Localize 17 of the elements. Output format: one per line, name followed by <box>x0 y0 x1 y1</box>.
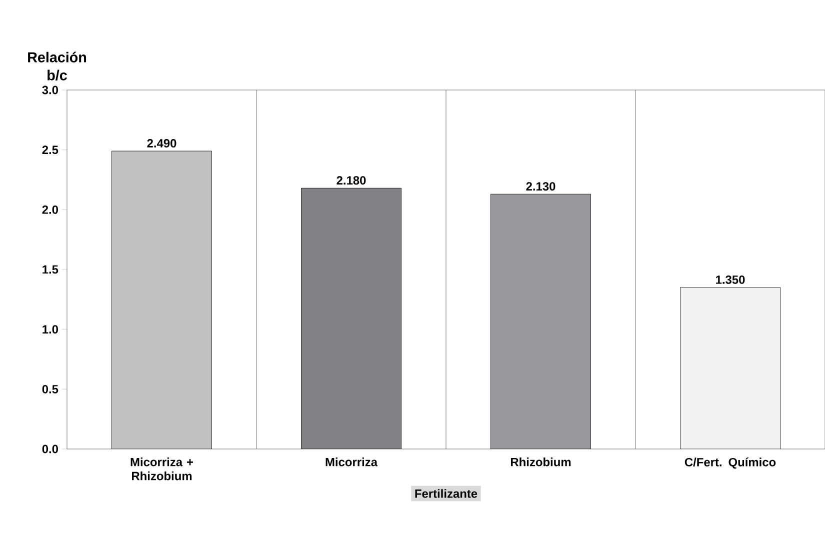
x-tick-label: Micorriza <box>326 458 378 466</box>
y-tick-label: 0.5 <box>42 384 58 394</box>
data-label: 2.180 <box>336 176 366 185</box>
y-tick-label: 1.5 <box>42 265 58 274</box>
x-tick-label: Micorriza + Rhizobium <box>130 458 193 480</box>
x-axis-title: Fertilizante <box>415 489 478 498</box>
x-tick-label: Rhizobium <box>511 458 571 466</box>
y-tick-label: 0.0 <box>42 444 58 454</box>
data-label: 2.490 <box>147 139 176 148</box>
data-label: 2.130 <box>526 182 556 191</box>
y-tick-label: 1.0 <box>42 325 58 334</box>
y-tick-label: 2.0 <box>42 205 58 214</box>
data-label: 1.350 <box>716 275 745 284</box>
x-tick-label: C/Fert. Químico <box>684 458 776 469</box>
y-tick-label: 3.0 <box>42 86 58 94</box>
y-tick-label: 2.5 <box>42 146 58 154</box>
y-axis-title: Relación b/c <box>28 52 86 80</box>
